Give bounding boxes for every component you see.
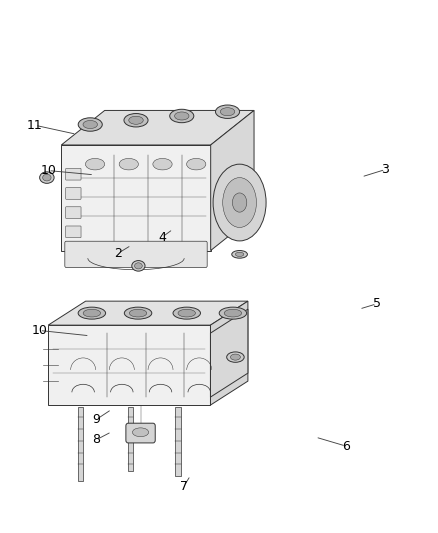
FancyBboxPatch shape [66, 188, 81, 199]
Text: 6: 6 [342, 440, 350, 453]
Ellipse shape [170, 109, 194, 123]
Text: 10: 10 [40, 164, 56, 177]
Ellipse shape [129, 116, 143, 124]
Ellipse shape [129, 309, 147, 317]
Polygon shape [48, 301, 248, 325]
Ellipse shape [83, 120, 97, 128]
Ellipse shape [220, 108, 235, 116]
Text: 9: 9 [92, 413, 100, 426]
Text: 5: 5 [373, 297, 381, 310]
Polygon shape [210, 309, 248, 397]
Ellipse shape [132, 261, 145, 271]
FancyBboxPatch shape [65, 241, 207, 268]
Text: 3: 3 [381, 163, 389, 176]
Ellipse shape [215, 105, 240, 118]
Text: 2: 2 [114, 247, 122, 260]
Ellipse shape [132, 428, 148, 437]
Ellipse shape [119, 158, 138, 170]
Ellipse shape [223, 177, 257, 228]
Ellipse shape [213, 164, 266, 241]
FancyBboxPatch shape [66, 207, 81, 219]
Ellipse shape [227, 352, 244, 362]
Bar [128, 407, 133, 471]
Ellipse shape [219, 307, 247, 319]
Ellipse shape [42, 174, 51, 181]
Text: 8: 8 [92, 433, 100, 446]
Ellipse shape [224, 309, 242, 317]
Text: 4: 4 [158, 231, 166, 244]
Ellipse shape [134, 263, 142, 269]
Bar [78, 407, 83, 481]
Ellipse shape [85, 158, 105, 170]
Text: 10: 10 [32, 324, 47, 337]
Ellipse shape [173, 307, 201, 319]
Ellipse shape [235, 252, 244, 256]
Ellipse shape [78, 307, 106, 319]
FancyBboxPatch shape [66, 226, 81, 238]
Ellipse shape [232, 193, 247, 212]
Polygon shape [210, 301, 248, 405]
Polygon shape [61, 110, 254, 145]
Ellipse shape [40, 172, 54, 183]
Polygon shape [61, 145, 211, 251]
Ellipse shape [187, 158, 206, 170]
Ellipse shape [153, 158, 172, 170]
Ellipse shape [124, 114, 148, 127]
Bar [175, 407, 181, 476]
Text: 11: 11 [27, 119, 43, 132]
Text: 7: 7 [180, 480, 188, 492]
Ellipse shape [230, 354, 240, 360]
Polygon shape [211, 110, 254, 251]
Ellipse shape [83, 309, 101, 317]
Ellipse shape [124, 307, 152, 319]
Polygon shape [48, 325, 210, 405]
Ellipse shape [78, 118, 102, 131]
Ellipse shape [232, 251, 247, 258]
Ellipse shape [174, 112, 189, 120]
FancyBboxPatch shape [66, 168, 81, 180]
Ellipse shape [178, 309, 195, 317]
FancyBboxPatch shape [126, 423, 155, 443]
